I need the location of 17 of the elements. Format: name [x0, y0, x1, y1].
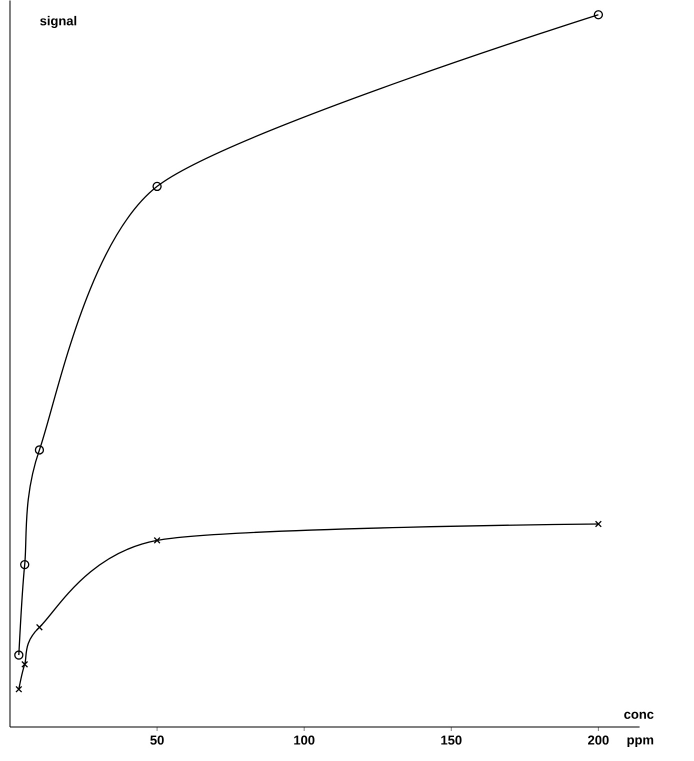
point	[152, 182, 162, 192]
point	[20, 560, 30, 570]
x-tick-label: 150	[442, 736, 462, 745]
x-tick-label: 50	[150, 736, 164, 745]
point	[16, 686, 23, 693]
point	[14, 650, 24, 660]
y-axis-title: signal	[40, 16, 76, 28]
point	[21, 660, 28, 668]
point	[154, 536, 161, 544]
x-tick-label: 200	[588, 736, 609, 745]
point	[595, 520, 602, 528]
x-tick-label: 100	[294, 736, 315, 745]
x-axis-title: conc	[624, 712, 654, 719]
point	[35, 445, 44, 455]
text: ppm	[628, 737, 654, 748]
point	[594, 10, 604, 20]
point	[36, 624, 44, 631]
